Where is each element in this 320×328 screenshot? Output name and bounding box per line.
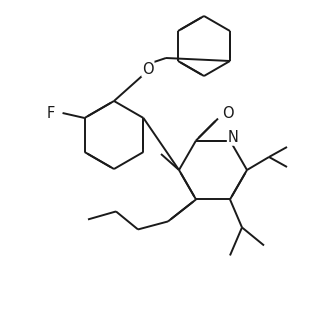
Text: O: O <box>142 62 154 76</box>
Text: N: N <box>228 130 238 145</box>
Text: F: F <box>46 106 55 120</box>
Text: O: O <box>222 106 234 121</box>
